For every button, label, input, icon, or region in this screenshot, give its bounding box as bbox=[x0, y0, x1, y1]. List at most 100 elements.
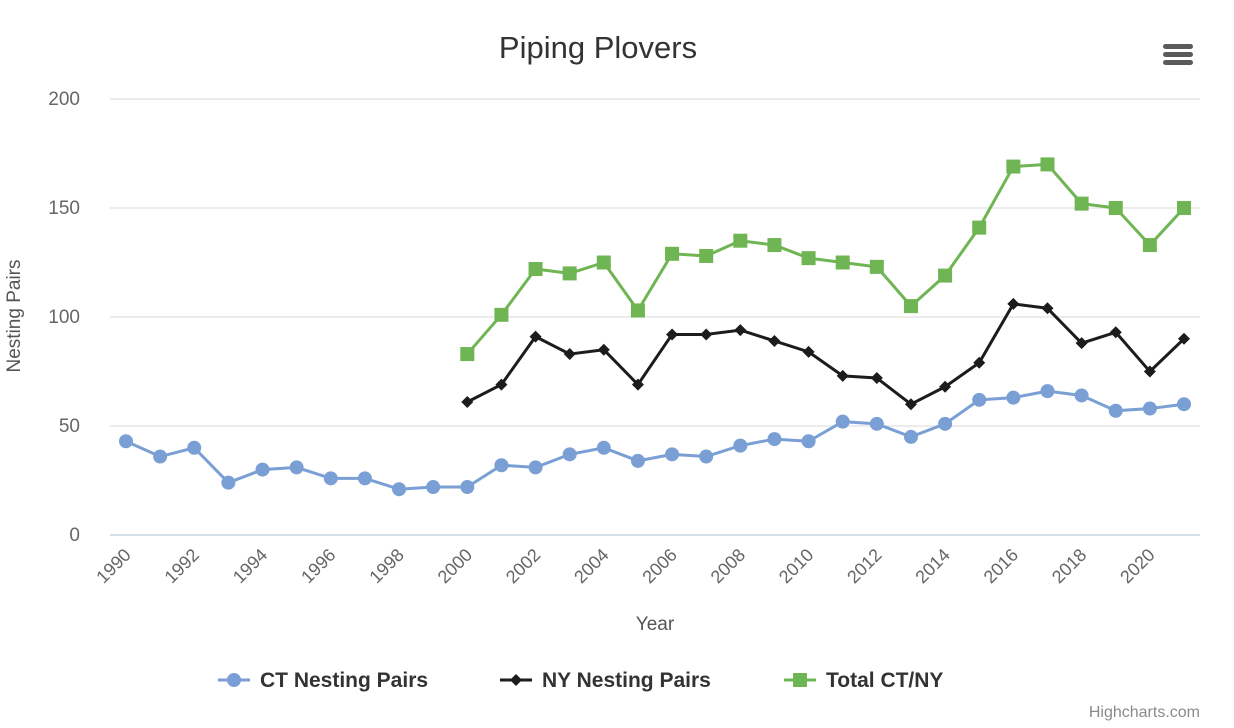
legend-marker bbox=[793, 673, 807, 687]
y-axis-ticks: 0 50 100 150 200 bbox=[48, 89, 80, 546]
legend-marker bbox=[227, 673, 241, 687]
data-point bbox=[699, 248, 714, 263]
data-point bbox=[392, 482, 407, 497]
credits-link[interactable]: Highcharts.com bbox=[1088, 704, 1200, 721]
x-axis-ticks: 1990 1992 1994 1996 1998 2000 2002 2004 2006 2008… bbox=[92, 545, 1158, 587]
data-point bbox=[255, 462, 270, 477]
x-tick-label: 2016 bbox=[980, 545, 1022, 587]
data-point bbox=[1109, 326, 1122, 339]
x-tick-label: 2012 bbox=[843, 545, 885, 587]
data-point bbox=[119, 434, 133, 449]
data-point bbox=[869, 259, 884, 274]
legend-label: Total CT/NY bbox=[826, 669, 943, 692]
data-point bbox=[768, 334, 781, 347]
x-tick-label: 2010 bbox=[775, 545, 817, 587]
hamburger-menu-icon[interactable] bbox=[1158, 38, 1198, 72]
data-point bbox=[528, 262, 543, 277]
data-point bbox=[801, 251, 816, 266]
x-tick-label: 2000 bbox=[434, 545, 476, 587]
data-point bbox=[972, 220, 987, 235]
data-point bbox=[1177, 201, 1191, 215]
x-tick-label: 1992 bbox=[161, 545, 203, 587]
x-tick-label: 1996 bbox=[297, 545, 339, 587]
x-tick-label: 2018 bbox=[1048, 545, 1090, 587]
data-point bbox=[562, 266, 577, 281]
data-point bbox=[630, 453, 645, 468]
x-tick-label: 1994 bbox=[229, 545, 271, 587]
legend-item-2[interactable]: Total CT/NY bbox=[784, 669, 943, 692]
y-tick-label: 150 bbox=[48, 198, 80, 219]
data-point bbox=[1007, 297, 1020, 310]
x-tick-label: 2014 bbox=[911, 545, 953, 587]
data-point bbox=[153, 449, 168, 464]
x-tick-label: 2004 bbox=[570, 545, 612, 587]
data-point bbox=[1108, 201, 1123, 215]
y-tick-label: 100 bbox=[48, 307, 80, 328]
data-point bbox=[494, 307, 509, 322]
data-point bbox=[1143, 365, 1156, 378]
data-point bbox=[835, 255, 850, 270]
data-point bbox=[357, 471, 372, 486]
data-point bbox=[1142, 401, 1157, 416]
x-tick-label: 2002 bbox=[502, 545, 544, 587]
data-point bbox=[666, 328, 679, 341]
data-point bbox=[563, 348, 576, 361]
data-point bbox=[972, 392, 987, 407]
data-point bbox=[938, 416, 953, 431]
data-point bbox=[767, 432, 782, 447]
data-point bbox=[460, 347, 475, 362]
data-point bbox=[1041, 302, 1054, 315]
y-tick-label: 50 bbox=[59, 416, 80, 437]
data-point bbox=[289, 460, 304, 475]
chart-title: Piping Plovers bbox=[499, 30, 697, 65]
data-point bbox=[903, 299, 918, 314]
data-point bbox=[1075, 337, 1088, 350]
data-point bbox=[699, 449, 714, 464]
data-point bbox=[460, 480, 475, 495]
data-point bbox=[562, 447, 577, 462]
data-point bbox=[734, 324, 747, 337]
series-line bbox=[466, 162, 1186, 356]
gridlines bbox=[110, 98, 1200, 536]
data-point bbox=[904, 398, 917, 411]
data-point bbox=[939, 380, 952, 393]
y-tick-label: 200 bbox=[48, 89, 80, 110]
series-0 bbox=[119, 384, 1191, 497]
data-point bbox=[426, 480, 441, 495]
series-line bbox=[466, 302, 1186, 406]
data-point bbox=[221, 475, 236, 490]
data-point bbox=[529, 330, 542, 343]
series-2 bbox=[460, 157, 1191, 362]
data-point bbox=[801, 434, 816, 449]
data-point bbox=[528, 460, 543, 475]
x-tick-label: 2008 bbox=[707, 545, 749, 587]
data-point bbox=[631, 378, 644, 391]
data-point bbox=[870, 372, 883, 385]
data-point bbox=[665, 246, 680, 261]
data-point bbox=[1040, 384, 1055, 399]
data-point bbox=[733, 438, 748, 453]
data-point bbox=[495, 378, 508, 391]
legend-marker bbox=[510, 674, 522, 686]
series-line bbox=[125, 389, 1185, 491]
data-point bbox=[869, 416, 884, 431]
data-point bbox=[1074, 196, 1089, 211]
data-point bbox=[835, 414, 850, 429]
legend-label: NY Nesting Pairs bbox=[542, 669, 711, 692]
data-point bbox=[973, 356, 986, 369]
data-point bbox=[802, 345, 815, 358]
data-point bbox=[1006, 390, 1021, 405]
data-point bbox=[1040, 157, 1055, 172]
x-tick-label: 2006 bbox=[638, 545, 680, 587]
data-point bbox=[1006, 159, 1021, 174]
data-point bbox=[323, 471, 338, 486]
data-point bbox=[1178, 332, 1190, 345]
data-point bbox=[630, 303, 645, 318]
legend-item-1[interactable]: NY Nesting Pairs bbox=[500, 669, 711, 692]
data-point bbox=[767, 238, 782, 253]
x-tick-label: 1998 bbox=[365, 545, 407, 587]
legend-item-0[interactable]: CT Nesting Pairs bbox=[218, 669, 428, 692]
series-1 bbox=[461, 297, 1190, 411]
plot-area bbox=[119, 157, 1191, 497]
